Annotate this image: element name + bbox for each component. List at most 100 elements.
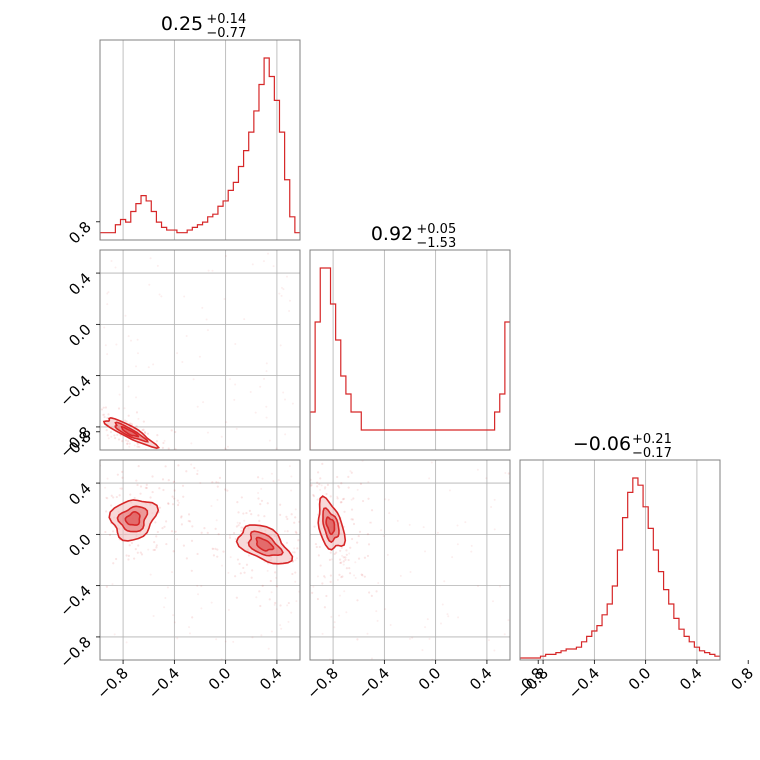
scatter-point (212, 554, 216, 557)
scatter-point (340, 561, 343, 564)
scatter-point (311, 577, 313, 579)
scatter-point (173, 489, 176, 492)
scatter-point (348, 572, 352, 575)
scatter-point (268, 439, 271, 442)
scatter-point (211, 547, 214, 550)
scatter-point (86, 409, 88, 411)
scatter-point (176, 503, 180, 507)
scatter-point (85, 411, 87, 413)
scatter-point (553, 502, 555, 504)
scatter-point (540, 564, 542, 566)
scatter-point (356, 488, 359, 491)
hist-bin (136, 204, 141, 240)
scatter-point (396, 519, 399, 522)
scatter-point (112, 562, 115, 565)
scatter-point (324, 486, 327, 489)
scatter-point (185, 557, 188, 560)
scatter-point (491, 600, 494, 603)
scatter-point (547, 488, 549, 490)
scatter-point (456, 543, 459, 546)
scatter-point (176, 538, 179, 541)
scatter-point (557, 436, 559, 438)
scatter-point (408, 523, 411, 526)
scatter-point (260, 487, 263, 490)
scatter-point (105, 496, 108, 499)
x-tick-label: 0.4 (466, 664, 496, 694)
scatter-point (157, 454, 159, 456)
scatter-point (89, 420, 91, 422)
scatter-point (205, 199, 207, 201)
scatter-point (527, 500, 529, 502)
scatter-point (185, 470, 188, 473)
hist-bin (648, 528, 653, 660)
scatter-point (201, 191, 203, 193)
scatter-point (220, 435, 223, 438)
scatter-point (14, 368, 16, 370)
scatter-point (182, 174, 184, 176)
scatter-point (266, 569, 269, 572)
scatter-point (357, 534, 360, 538)
scatter-point (242, 512, 245, 515)
hist-bin (259, 84, 264, 240)
scatter-point (310, 484, 313, 487)
scatter-point (316, 498, 319, 501)
scatter-point (370, 594, 373, 597)
scatter-point (270, 591, 273, 594)
scatter-point (127, 440, 130, 443)
scatter-point (182, 495, 185, 498)
scatter-point (163, 606, 166, 609)
scatter-point (188, 520, 192, 523)
scatter-point (572, 591, 574, 593)
hist-bin (705, 653, 710, 660)
scatter-point (43, 499, 45, 501)
scatter-point (166, 586, 169, 589)
scatter-point (129, 493, 132, 496)
scatter-point (210, 601, 213, 604)
x-tick-label: −0.4 (145, 664, 183, 702)
scatter-point (167, 453, 169, 455)
scatter-point (580, 598, 582, 600)
scatter-point (575, 605, 577, 607)
scatter-point (319, 564, 322, 567)
scatter-point (311, 591, 314, 594)
scatter-point (163, 439, 166, 442)
hist-bin (689, 642, 694, 660)
scatter-point (174, 430, 177, 434)
hist-bin (582, 642, 587, 660)
scatter-point (190, 442, 193, 445)
scatter-point (161, 527, 164, 530)
scatter-point (349, 546, 352, 549)
scatter-point (265, 416, 268, 419)
scatter-point (210, 505, 213, 508)
scatter-point (553, 560, 555, 562)
scatter-point (216, 555, 219, 558)
scatter-point (493, 498, 496, 501)
scatter-point (504, 472, 507, 475)
scatter-point (153, 540, 156, 544)
hist-bin (274, 100, 279, 240)
scatter-point (348, 552, 351, 555)
scatter-point (296, 547, 299, 550)
scatter-point (267, 647, 270, 650)
scatter-point (118, 393, 121, 396)
scatter-point (268, 598, 271, 601)
scatter-point (127, 414, 130, 417)
scatter-point (285, 275, 288, 278)
scatter-point (312, 493, 315, 497)
scatter-point (126, 442, 129, 445)
scatter-point (239, 572, 242, 575)
scatter-point (550, 520, 552, 522)
scatter-point (338, 614, 341, 617)
hist-bin (638, 485, 643, 660)
y-tick-label: 0.0 (65, 320, 95, 350)
hist-bin (464, 430, 469, 450)
scatter-point (138, 445, 141, 448)
hist-bin (228, 190, 233, 240)
hist-bin (443, 430, 448, 450)
scatter-point (206, 329, 209, 332)
scatter-point (206, 531, 209, 534)
scatter-point (263, 377, 266, 380)
scatter-point (216, 548, 219, 551)
scatter-point (167, 479, 170, 482)
scatter-point (250, 576, 253, 579)
